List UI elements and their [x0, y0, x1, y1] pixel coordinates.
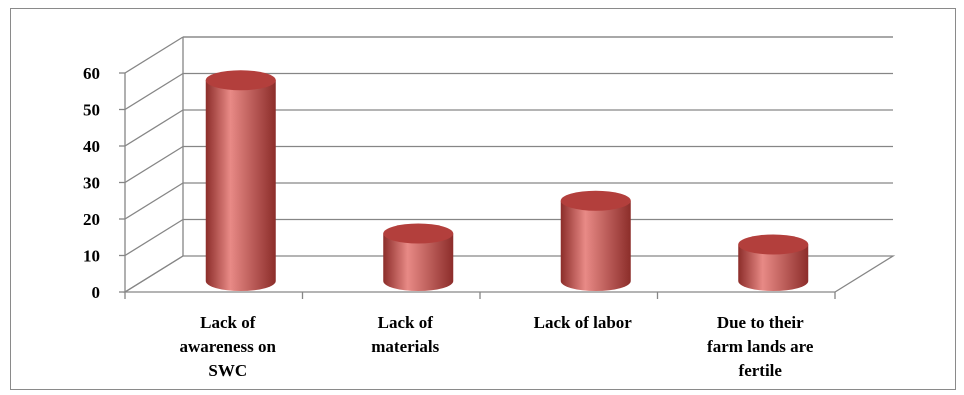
y-tick-label: 10	[83, 247, 100, 266]
bar-top	[560, 190, 631, 211]
side-gridline	[124, 72, 184, 111]
gridlines	[119, 36, 893, 299]
bar-body	[738, 244, 809, 291]
x-category-label: Lack of materials	[371, 313, 439, 356]
x-category-label: Lack of labor	[534, 313, 633, 332]
side-gridline	[124, 182, 184, 220]
x-category-label-line: Lack of	[200, 313, 256, 332]
bar-body	[205, 80, 276, 291]
bar-body	[383, 233, 454, 291]
x-category-label-line: SWC	[208, 361, 247, 380]
side-gridline	[124, 145, 184, 184]
side-gridline	[124, 109, 184, 147]
y-tick-label: 50	[83, 101, 100, 120]
x-category-label-line: Lack of	[378, 313, 434, 332]
side-gridline	[124, 36, 184, 74]
bar	[205, 70, 276, 291]
side-gridline	[124, 255, 184, 293]
bar-body	[560, 200, 631, 291]
bar	[560, 190, 631, 291]
x-category-label-line: awareness on	[180, 337, 277, 356]
x-category-label-line: Due to their	[717, 313, 804, 332]
x-category-label: Lack of awareness on SWC	[180, 313, 277, 380]
bar-top	[383, 223, 454, 244]
bar	[383, 223, 454, 291]
bars	[205, 70, 809, 291]
y-axis-ticks: 0 10 20 30 40 50 60	[83, 64, 100, 302]
y-tick-label: 0	[92, 283, 101, 302]
side-gridline	[124, 218, 184, 257]
x-category-label-line: materials	[371, 337, 439, 356]
bar	[738, 234, 809, 291]
chart-frame	[10, 8, 956, 390]
y-tick-label: 40	[83, 137, 100, 156]
x-category-label-line: farm lands are	[707, 337, 814, 356]
x-category-label-line: fertile	[739, 361, 783, 380]
bar-top	[738, 234, 809, 255]
bar-top	[205, 70, 276, 91]
x-category-label: Due to their farm lands are fertile	[707, 313, 814, 380]
y-tick-label: 60	[83, 64, 100, 83]
y-tick-label: 30	[83, 174, 100, 193]
x-category-label-line: Lack of labor	[534, 313, 633, 332]
y-tick-label: 20	[83, 210, 100, 229]
